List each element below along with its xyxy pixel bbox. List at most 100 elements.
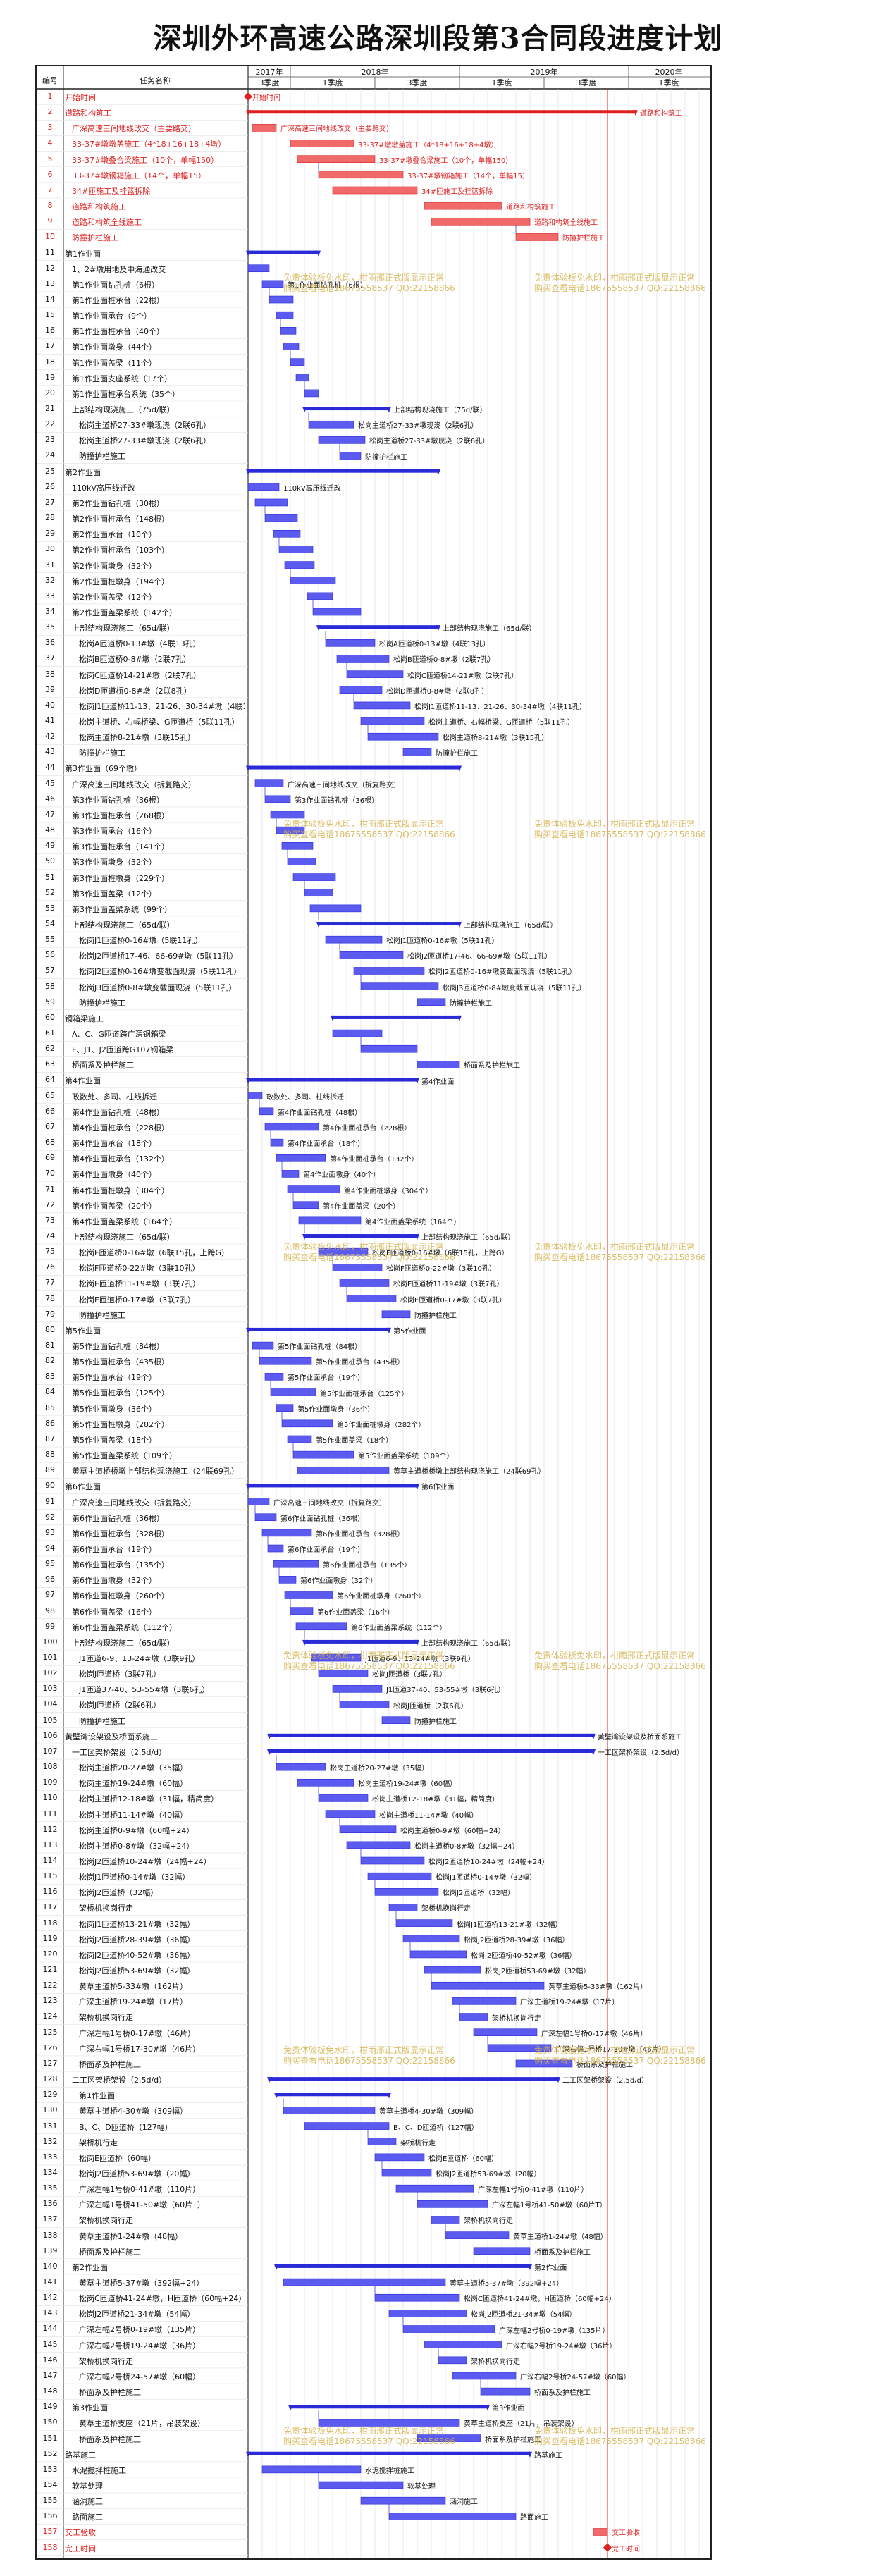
task-bar (290, 577, 336, 585)
task-name: 广深右幅2号桥19-24#墩（36片） (79, 2341, 201, 2350)
task-name: 第2作业面桩墩身（194个） (72, 577, 169, 586)
task-bar (297, 1778, 354, 1787)
summary-bar-end-cap (591, 1749, 596, 1755)
summary-bar (333, 1015, 459, 1019)
task-bar (284, 561, 315, 569)
task-name: 第4作业面钻孔桩（48根） (72, 1107, 164, 1117)
schedule-table: 编号 任务名称 2017年 2018年 2019年 2020年 3季度 1季度 … (35, 65, 712, 2560)
task-number: 74 (45, 1231, 55, 1240)
task-name: 松岗C匝道桥41-24#墩，H匝道桥（60幅+24） (79, 2294, 245, 2304)
bar-label: 松岗E匝道桥11-19#墩（3联7孔） (393, 1281, 504, 1289)
task-number: 77 (45, 1278, 55, 1288)
summary-bar (248, 469, 438, 473)
bar-label: 第4作业面桩承台（228根） (323, 1124, 412, 1133)
task-name: B、C、D匝道桥（127幅） (79, 2122, 173, 2132)
task-bar (336, 655, 390, 663)
summary-bar-start-cap (267, 1733, 272, 1739)
summary-bar-end-cap (633, 110, 638, 116)
task-name: 架桥机换岗行走 (79, 2356, 133, 2366)
task-name: 上部结构现浇施工（65d/联） (72, 1232, 175, 1242)
bar-label: 第4作业面钻孔桩（48根） (278, 1109, 362, 1117)
task-bar (254, 779, 284, 787)
task-name: 上部结构现浇施工（65d/联） (72, 1638, 175, 1648)
task-bar (409, 1950, 467, 1959)
task-bar (318, 1794, 369, 1802)
task-name: 第3作业面盖梁系统（99个） (72, 904, 172, 914)
task-name: 第5作业面盖梁（18个） (72, 1435, 156, 1445)
bar-label: 黄草主道桥5-33#墩（162片） (548, 1983, 648, 1992)
task-name: 第4作业面桩承台（132个） (72, 1154, 169, 1164)
bar-label: J1匝道37-40、53-55#墩（3联6孔） (386, 1687, 505, 1695)
bar-label: 软基处理 (407, 2483, 436, 2491)
task-bar (283, 2107, 376, 2114)
task-number: 122 (42, 1980, 58, 1990)
task-number: 102 (42, 1668, 58, 1678)
task-number: 146 (42, 2355, 58, 2365)
bar-label: 第5作业面承台（19个） (288, 1374, 365, 1383)
summary-bar (304, 1639, 417, 1644)
task-number: 131 (42, 2121, 58, 2131)
bar-label: 架桥机换岗行走 (492, 2014, 541, 2023)
task-name: 第1作业面 (79, 2091, 115, 2101)
task-name: 软基处理 (72, 2481, 103, 2491)
bar-label: 道路和构筑施工 (506, 204, 555, 212)
task-number: 70 (45, 1169, 55, 1178)
task-number: 149 (42, 2402, 58, 2412)
bar-label: 广深高速三间地线改交（主要路交） (280, 125, 393, 134)
task-number: 29 (45, 529, 55, 538)
task-number: 78 (45, 1293, 55, 1303)
bar-label: 防撞护栏施工 (365, 453, 407, 462)
task-number: 119 (42, 1933, 58, 1943)
task-number: 135 (42, 2183, 58, 2193)
task-bar (276, 1763, 326, 1771)
task-number: 79 (45, 1309, 55, 1319)
task-number: 107 (42, 1746, 58, 1756)
watermark-text: 免责体验板免水印，柑雨邢正式版显示正常 购买查看电话18675558537 QQ:… (534, 1242, 706, 1263)
task-name: 松岗F匝道桥0-16#墩（6联15孔，上跨G） (79, 1248, 230, 1258)
task-name: J1匝道6-9、13-24#墩（3联9孔） (79, 1654, 200, 1663)
task-bar (292, 1450, 354, 1459)
task-name: 防撞护栏施工 (79, 452, 125, 462)
bar-label: 松岗E匝道桥0-17#墩（3联7孔） (400, 1296, 507, 1305)
task-number: 125 (42, 2027, 58, 2037)
task-name: 上部结构现浇施工（75d/联） (72, 405, 175, 414)
task-name: 黄草主道桥4-30#墩（309幅） (79, 2107, 188, 2116)
task-number: 5 (47, 154, 53, 164)
task-bar (318, 1669, 369, 1677)
task-number: 49 (45, 841, 55, 851)
task-name: 第5作业面钻孔桩（84根） (72, 1342, 164, 1351)
task-number: 19 (45, 372, 55, 382)
task-bar (402, 748, 432, 756)
bar-label: 松岗J匝道桥（3联7孔） (372, 1671, 447, 1680)
bar-label: 松岗主道桥12-18#墩（31幅，精简度） (372, 1796, 500, 1804)
task-name: 第1作业面墩身（44个） (72, 343, 156, 352)
watermark-text: 免责体验板免水印，柑雨邢正式版显示正常 购买查看电话18675558537 QQ:… (283, 2426, 455, 2447)
bar-label: 第6作业面钻孔桩（36根） (280, 1515, 365, 1523)
task-number: 16 (45, 326, 55, 335)
task-number: 123 (42, 1996, 58, 2006)
bar-label: 涵洞施工 (450, 2498, 478, 2507)
bar-label: 松岗J2匝道桥53-69#墩（32幅） (485, 1968, 591, 1976)
task-name: 第2作业面桩承台（148根） (72, 514, 169, 524)
summary-bar-start-cap (246, 110, 251, 116)
task-name: 第1作业面承台（9个） (72, 312, 152, 321)
bar-label: 桥面系及护栏施工 (464, 1062, 520, 1071)
summary-bar-start-cap (246, 2451, 251, 2458)
watermark-line: 免责体验板免水印，柑雨邢正式版显示正常 (283, 273, 445, 283)
task-bar (283, 343, 300, 350)
task-bar (308, 420, 354, 429)
task-bar (318, 2419, 460, 2427)
task-number: 109 (42, 1777, 58, 1787)
task-name: 松岗J2匝道桥21-34#墩（54幅） (79, 2310, 195, 2319)
task-bar (261, 2465, 362, 2474)
task-name: 松岗C匝道桥14-21#墩（2联7孔） (79, 670, 201, 680)
task-number: 63 (45, 1059, 55, 1069)
bar-label: 架桥机换岗行走 (464, 2217, 513, 2226)
task-bar (445, 2231, 510, 2239)
task-number: 87 (45, 1434, 55, 1443)
task-name: 第1作业面桩承台（40个） (72, 327, 164, 337)
task-name: 松岗主道桥0-9#墩（60幅+24） (79, 1825, 195, 1835)
task-bar (431, 2216, 460, 2224)
task-bar (318, 1247, 369, 1256)
bar-label: 上部结构现浇施工（65d/联） (421, 1234, 515, 1243)
